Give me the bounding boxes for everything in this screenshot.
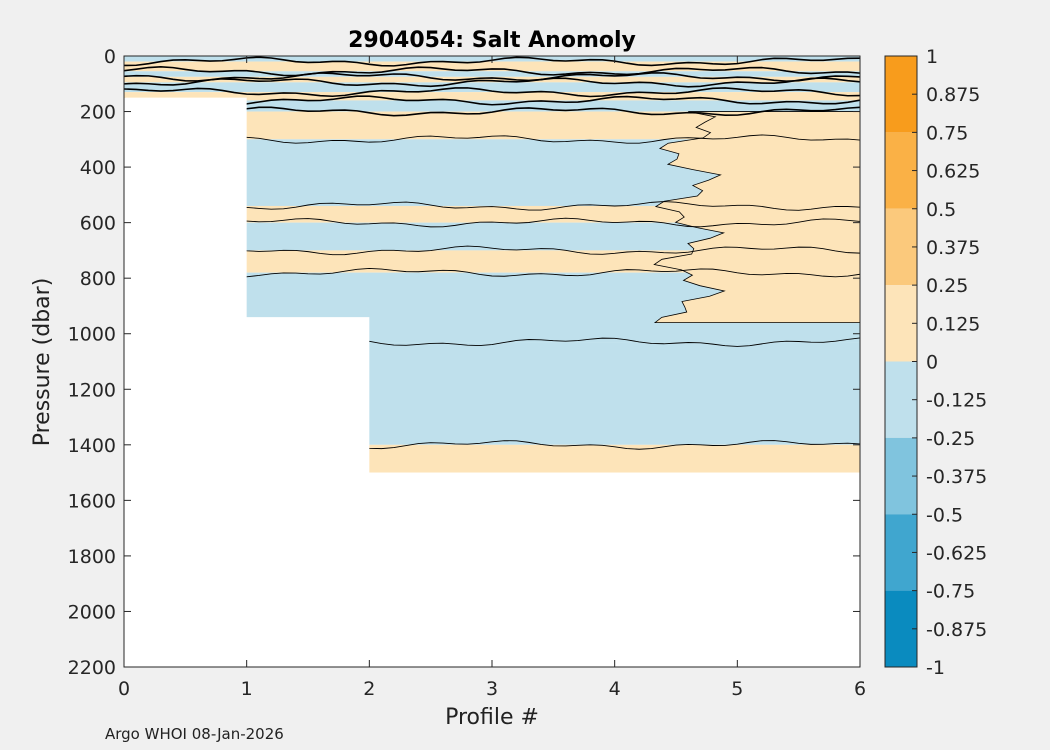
colorbar-tick-label: -0.75 xyxy=(926,581,975,603)
x-axis: 0 1 2 3 4 5 6 xyxy=(118,56,866,700)
colorbar-segment xyxy=(885,590,917,667)
y-tick-label: 600 xyxy=(80,213,116,235)
colorbar-tick-label: -0.125 xyxy=(926,390,987,412)
x-tick-label: 2 xyxy=(363,678,375,700)
colorbar-tick-label: 0.5 xyxy=(926,199,956,221)
y-tick-label: 1000 xyxy=(68,324,116,346)
y-tick-label: 0 xyxy=(104,46,116,68)
colorbar-tick-label: -0.375 xyxy=(926,466,987,488)
contour-band xyxy=(124,82,860,93)
colorbar-tick-label: 0 xyxy=(926,352,938,374)
contour-line xyxy=(124,268,860,278)
contour-band xyxy=(124,92,860,101)
contour-line xyxy=(124,201,860,211)
contour-line xyxy=(124,66,860,77)
y-axis-label: Pressure (dbar) xyxy=(30,278,55,447)
plot-area xyxy=(123,55,861,668)
colorbar-segment xyxy=(885,437,917,515)
colorbar-tick-label: 0.75 xyxy=(926,122,968,144)
colorbar-tick-label: 0.25 xyxy=(926,275,968,297)
colorbar-segment xyxy=(885,132,917,209)
contour-band xyxy=(124,100,860,112)
contour-line xyxy=(124,95,860,106)
x-tick-label: 6 xyxy=(854,678,866,700)
contour-line xyxy=(124,77,860,88)
y-axis: 0 200 400 600 800 1000 1200 1400 1600 1800 2000 220… xyxy=(68,46,860,679)
chart-title: 2904054: Salt Anomoly xyxy=(348,28,636,53)
colorbar-tick-label: -0.5 xyxy=(926,504,963,526)
footer-credit: Argo WHOI 08-Jan-2026 xyxy=(105,725,284,743)
colorbar-tick-label: 0.875 xyxy=(926,84,980,106)
contour-line xyxy=(124,106,860,117)
x-tick-label: 5 xyxy=(731,678,743,700)
contour-line xyxy=(124,134,860,144)
colorbar-tick-label: 0.625 xyxy=(926,161,980,183)
y-tick-label: 1600 xyxy=(68,490,116,512)
x-tick-label: 4 xyxy=(609,678,621,700)
contour-band xyxy=(124,71,860,77)
colorbar-segment xyxy=(885,514,917,591)
y-tick-label: 2000 xyxy=(68,601,116,623)
y-tick-label: 2200 xyxy=(68,657,116,679)
x-axis-label: Profile # xyxy=(445,705,539,730)
x-tick-label: 0 xyxy=(118,678,130,700)
x-tick-label: 1 xyxy=(241,678,253,700)
x-tick-label: 3 xyxy=(486,678,498,700)
colorbar-tick-label: -1 xyxy=(926,657,945,679)
y-tick-label: 400 xyxy=(80,157,116,179)
y-tick-label: 1400 xyxy=(68,435,116,457)
contour-line xyxy=(124,217,860,228)
colorbar-tick-label: -0.25 xyxy=(926,428,975,450)
contour-band xyxy=(124,61,860,72)
contour-band xyxy=(124,76,860,83)
colorbar-tick-label: 1 xyxy=(926,46,938,68)
colorbar-segment xyxy=(885,56,917,133)
colorbar-tick-label: -0.625 xyxy=(926,542,987,564)
colorbar-segment xyxy=(885,208,917,286)
contour-line xyxy=(124,245,860,256)
y-tick-label: 200 xyxy=(80,102,116,124)
y-tick-label: 800 xyxy=(80,268,116,290)
colorbar-tick-label: 0.125 xyxy=(926,313,980,335)
y-tick-label: 1200 xyxy=(68,379,116,401)
colorbar-segment xyxy=(885,285,917,362)
colorbar-tick-label: -0.875 xyxy=(926,619,987,641)
y-tick-label: 1800 xyxy=(68,546,116,568)
contour-line xyxy=(124,72,860,82)
positive-anomaly-region xyxy=(653,111,860,324)
colorbar: 1 0.875 0.75 0.625 0.5 0.375 0.25 0.125 0 -0.125 -… xyxy=(884,46,987,679)
colorbar-tick-label: 0.375 xyxy=(926,237,980,259)
contour-line xyxy=(124,87,860,98)
colorbar-segment xyxy=(885,361,917,438)
